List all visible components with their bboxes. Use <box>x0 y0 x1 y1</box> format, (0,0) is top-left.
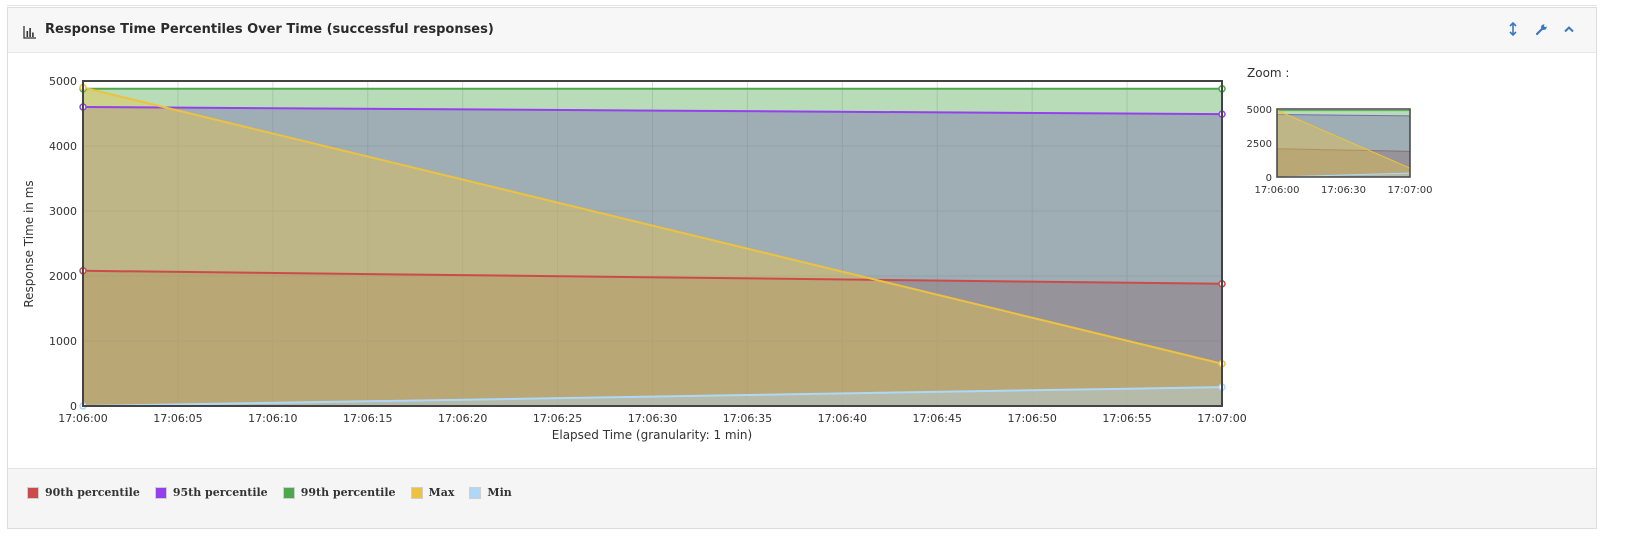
percentiles-panel: Response Time Percentiles Over Time (suc… <box>7 7 1597 529</box>
legend-item-min[interactable]: Min <box>469 486 512 499</box>
chart-legend: 90th percentile 95th percentile 99th perce… <box>27 486 527 499</box>
zoom-max-line <box>1276 109 1411 169</box>
y-axis-label: Response Time in ms <box>22 180 36 307</box>
zoom-x-tick-label: 17:06:00 <box>1255 185 1300 196</box>
zoom-y-tick-label: 5000 <box>1247 105 1272 116</box>
legend-bar: 90th percentile 95th percentile 99th perce… <box>8 468 1596 528</box>
x-tick-label: 17:06:30 <box>628 412 677 425</box>
x-tick-label: 17:06:45 <box>913 412 962 425</box>
zoom-x-tick-label: 17:07:00 <box>1388 185 1433 196</box>
90th-percentile-line <box>82 269 1223 285</box>
zoom-max-area <box>1277 110 1410 177</box>
legend-label: Max <box>428 486 455 499</box>
y-tick-label: 0 <box>70 400 77 413</box>
zoom-label: Zoom : <box>1247 66 1289 80</box>
legend-swatch <box>282 486 295 499</box>
x-tick-label: 17:06:20 <box>438 412 487 425</box>
zoom-x-tick-label: 17:06:30 <box>1321 185 1366 196</box>
legend-swatch <box>410 486 423 499</box>
legend-item-95th-percentile[interactable]: 95th percentile <box>154 486 268 499</box>
95th-percentile-area <box>83 107 1222 406</box>
panel-tools <box>1506 21 1576 37</box>
legend-label: Min <box>487 486 512 499</box>
panel-top-rule <box>7 5 1597 6</box>
90th-percentile-area <box>83 270 1222 406</box>
chart-area: 0 1000 2000 3000 4000 5000 17:06:00 17:06:05 17… <box>8 53 1598 468</box>
max-area <box>83 87 1222 406</box>
x-tick-label: 17:06:25 <box>533 412 582 425</box>
y-tick-label: 5000 <box>49 75 77 88</box>
x-tick-label: 17:06:15 <box>343 412 392 425</box>
x-tick-label: 17:06:55 <box>1102 412 1151 425</box>
zoom-95th-percentile-line <box>1276 113 1411 117</box>
min-line <box>82 386 1223 407</box>
zoom-99th-percentile-area <box>1277 110 1410 177</box>
zoom-overview-chart[interactable]: 5000 2500 017:06:00 17:06:30 17:07:00 <box>1247 105 1433 196</box>
bar-chart-icon <box>23 24 37 39</box>
legend-swatch <box>154 486 167 499</box>
zoom-95th-percentile-area <box>1277 114 1410 177</box>
plot-frame <box>82 80 1223 407</box>
zoom-90th-percentile-line <box>1276 148 1411 152</box>
y-axis-ticks: 0 1000 2000 3000 4000 5000 <box>49 75 77 413</box>
legend-swatch <box>27 486 39 499</box>
series-lines <box>82 86 1223 407</box>
95th-percentile-line <box>82 106 1223 116</box>
legend-label: 90th percentile <box>45 486 140 499</box>
x-tick-label: 17:06:10 <box>248 412 297 425</box>
chevron-up-icon[interactable] <box>1562 21 1576 37</box>
x-tick-label: 17:06:40 <box>818 412 867 425</box>
legend-item-max[interactable]: Max <box>410 486 455 499</box>
legend-item-99th-percentile[interactable]: 99th percentile <box>282 486 396 499</box>
99th-percentile-area <box>83 88 1222 407</box>
zoom-90th-percentile-area <box>1277 148 1410 177</box>
y-tick-label: 1000 <box>49 335 77 348</box>
x-tick-label: 17:06:35 <box>723 412 772 425</box>
zoom-y-tick-label: 0 <box>1266 173 1272 184</box>
panel-title: Response Time Percentiles Over Time (suc… <box>45 22 494 37</box>
x-axis-label: Elapsed Time (granularity: 1 min) <box>552 428 752 442</box>
x-tick-label: 17:06:00 <box>58 412 107 425</box>
y-tick-label: 4000 <box>49 140 77 153</box>
x-tick-label: 17:07:00 <box>1197 412 1246 425</box>
legend-label: 99th percentile <box>300 486 396 499</box>
max-line <box>82 86 1223 365</box>
plot-border <box>82 80 1223 407</box>
legend-item-90th-percentile[interactable]: 90th percentile <box>27 486 140 499</box>
zoom-y-tick-label: 2500 <box>1247 139 1272 150</box>
x-axis-ticks: 17:06:00 17:06:05 17:06:10 17:06:15 17:06:20… <box>58 412 1246 425</box>
panel-heading: Response Time Percentiles Over Time (suc… <box>8 8 1596 53</box>
legend-swatch <box>469 486 482 499</box>
series-areas <box>83 87 1222 407</box>
x-tick-label: 17:06:50 <box>1007 412 1056 425</box>
zoom-plot-border <box>1276 108 1411 178</box>
vertical-resize-icon[interactable] <box>1506 21 1520 37</box>
wrench-icon[interactable] <box>1534 21 1548 37</box>
y-tick-label: 3000 <box>49 205 77 218</box>
legend-label: 95th percentile <box>172 486 268 499</box>
y-tick-label: 2000 <box>49 270 77 283</box>
x-tick-label: 17:06:05 <box>153 412 202 425</box>
